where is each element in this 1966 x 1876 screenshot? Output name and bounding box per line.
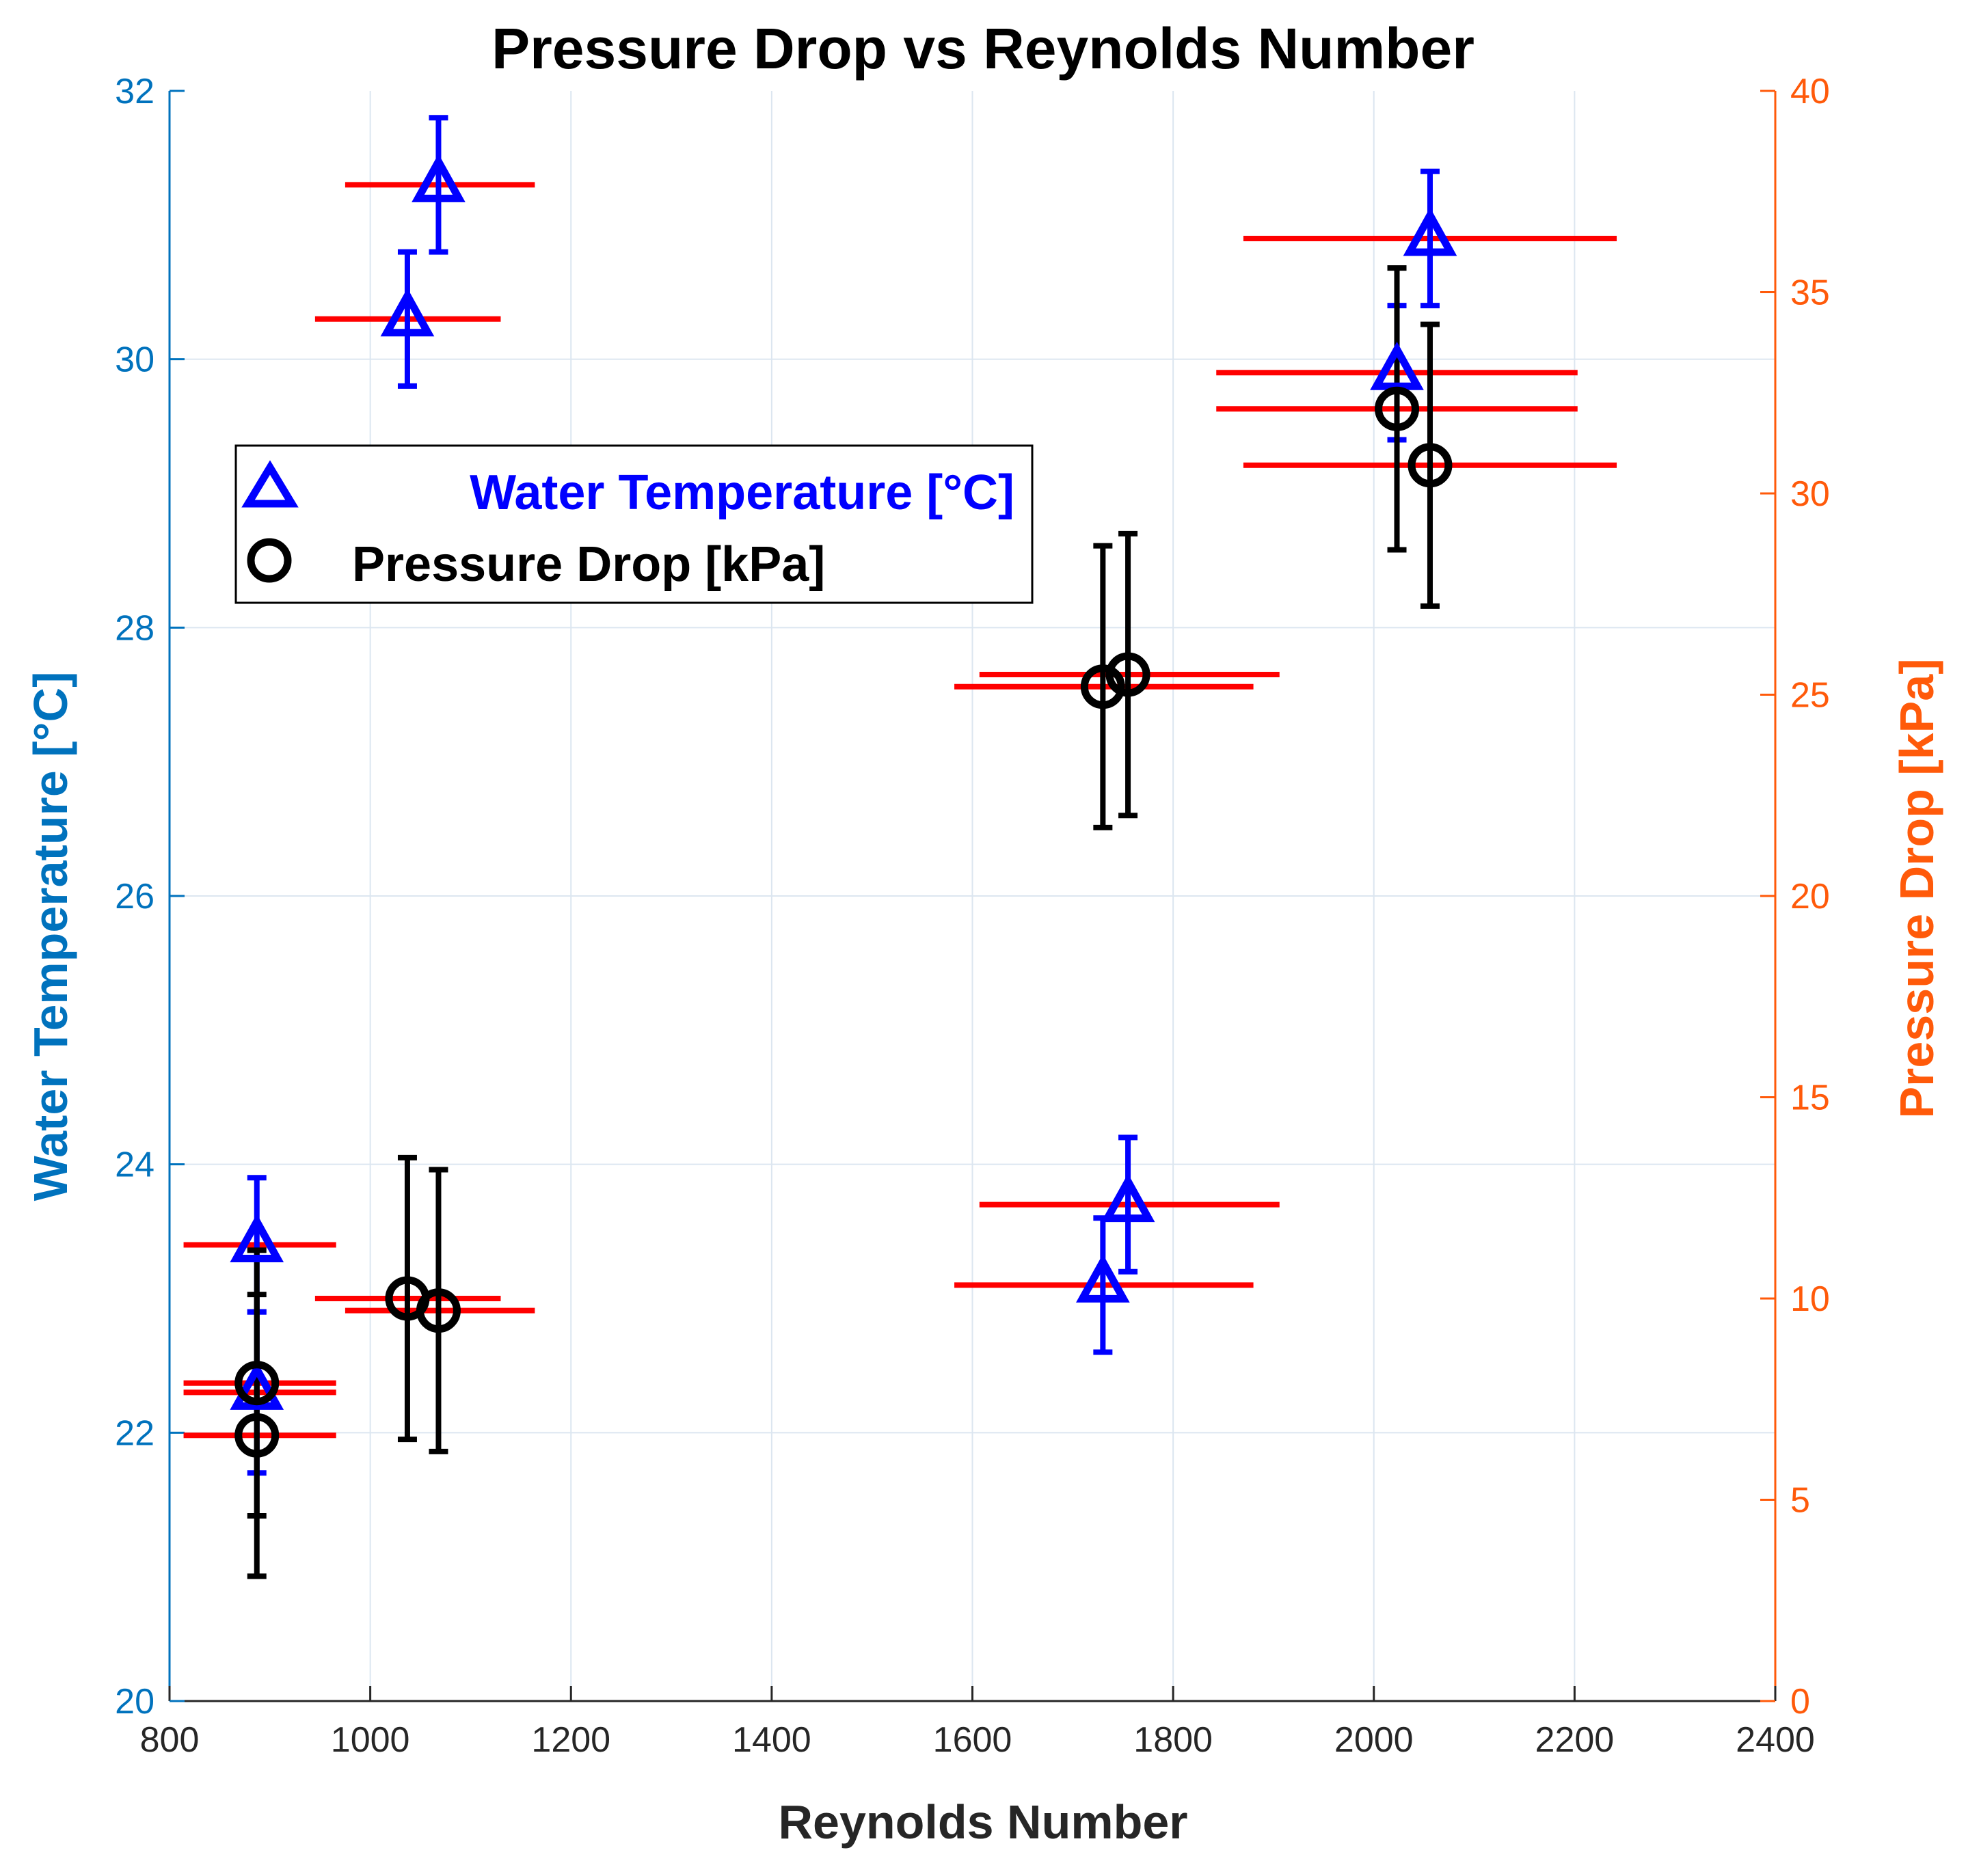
x-tick-label: 800 <box>140 1720 200 1760</box>
temperature-point <box>1101 1173 1155 1223</box>
y-tick-label-right: 0 <box>1790 1682 1810 1722</box>
grid-lines <box>170 91 1775 1701</box>
y-tick-label-right: 20 <box>1790 877 1830 916</box>
tick-labels: 800 1000 1200 1400 1600 1800 2000 2200 2400 20 22 2… <box>115 72 1830 1760</box>
pressure-point <box>1080 664 1125 709</box>
y-tick-label-right: 15 <box>1790 1078 1830 1118</box>
legend-label-pressure: Pressure Drop [kPa] <box>352 537 825 592</box>
temperature-point <box>1403 207 1457 256</box>
legend-box <box>234 444 1034 604</box>
y-tick-label-left: 30 <box>115 340 154 380</box>
x-tick-label: 1400 <box>732 1720 811 1760</box>
legend-circle-icon <box>247 538 292 583</box>
x-tick-label: 2400 <box>1736 1720 1815 1760</box>
temperature-point <box>412 154 466 202</box>
temperature-point <box>230 1214 284 1262</box>
y-tick-label-right: 25 <box>1790 676 1830 716</box>
y-tick-label-left: 26 <box>115 877 154 916</box>
pressure-point <box>416 1288 461 1333</box>
y-tick-label-left: 20 <box>115 1682 154 1722</box>
y-tick-label-right: 35 <box>1790 273 1830 313</box>
y-tick-label-right: 40 <box>1790 72 1830 111</box>
pressure-point <box>1408 443 1453 488</box>
y-tick-label-right: 30 <box>1790 474 1830 514</box>
x-tick-label: 1800 <box>1133 1720 1213 1760</box>
x-error-bars <box>183 182 1617 1439</box>
pressure-point <box>234 1413 280 1458</box>
x-tick-label: 2000 <box>1334 1720 1414 1760</box>
y-tick-label-right: 5 <box>1790 1481 1810 1521</box>
legend-triangle-icon <box>241 460 299 508</box>
legend-label-temperature: Water Temperature [°C] <box>470 465 1014 520</box>
y-tick-label-left: 22 <box>115 1413 154 1453</box>
data-markers <box>230 154 1457 1458</box>
x-tick-label: 1200 <box>531 1720 610 1760</box>
chart-title: Pressure Drop vs Reynolds Number <box>492 16 1474 81</box>
legend: Water Temperature [°C] Pressure Drop [kP… <box>234 444 1034 604</box>
temperature-point <box>380 288 435 337</box>
y-tick-label-left: 32 <box>115 72 154 111</box>
x-tick-label: 2200 <box>1535 1720 1615 1760</box>
y-tick-label-left: 28 <box>115 608 154 648</box>
y-tick-label-left: 24 <box>115 1145 154 1185</box>
pressure-point <box>1105 652 1150 697</box>
y-error-bars <box>247 115 1440 1579</box>
temperature-point <box>1076 1254 1130 1303</box>
pressure-point <box>234 1361 280 1406</box>
axes <box>168 90 1777 1702</box>
pressure-point <box>1375 386 1420 431</box>
x-axis-label: Reynolds Number <box>779 1795 1188 1849</box>
temperature-point <box>1370 341 1424 390</box>
x-tick-label: 1000 <box>331 1720 410 1760</box>
temperature-point <box>230 1361 284 1410</box>
y-axis-label-right: Pressure Drop [kPa] <box>1890 658 1943 1118</box>
x-tick-label: 1600 <box>933 1720 1012 1760</box>
y-axis-label-left: Water Temperature [°C] <box>24 672 77 1201</box>
y-tick-label-right: 10 <box>1790 1279 1830 1319</box>
